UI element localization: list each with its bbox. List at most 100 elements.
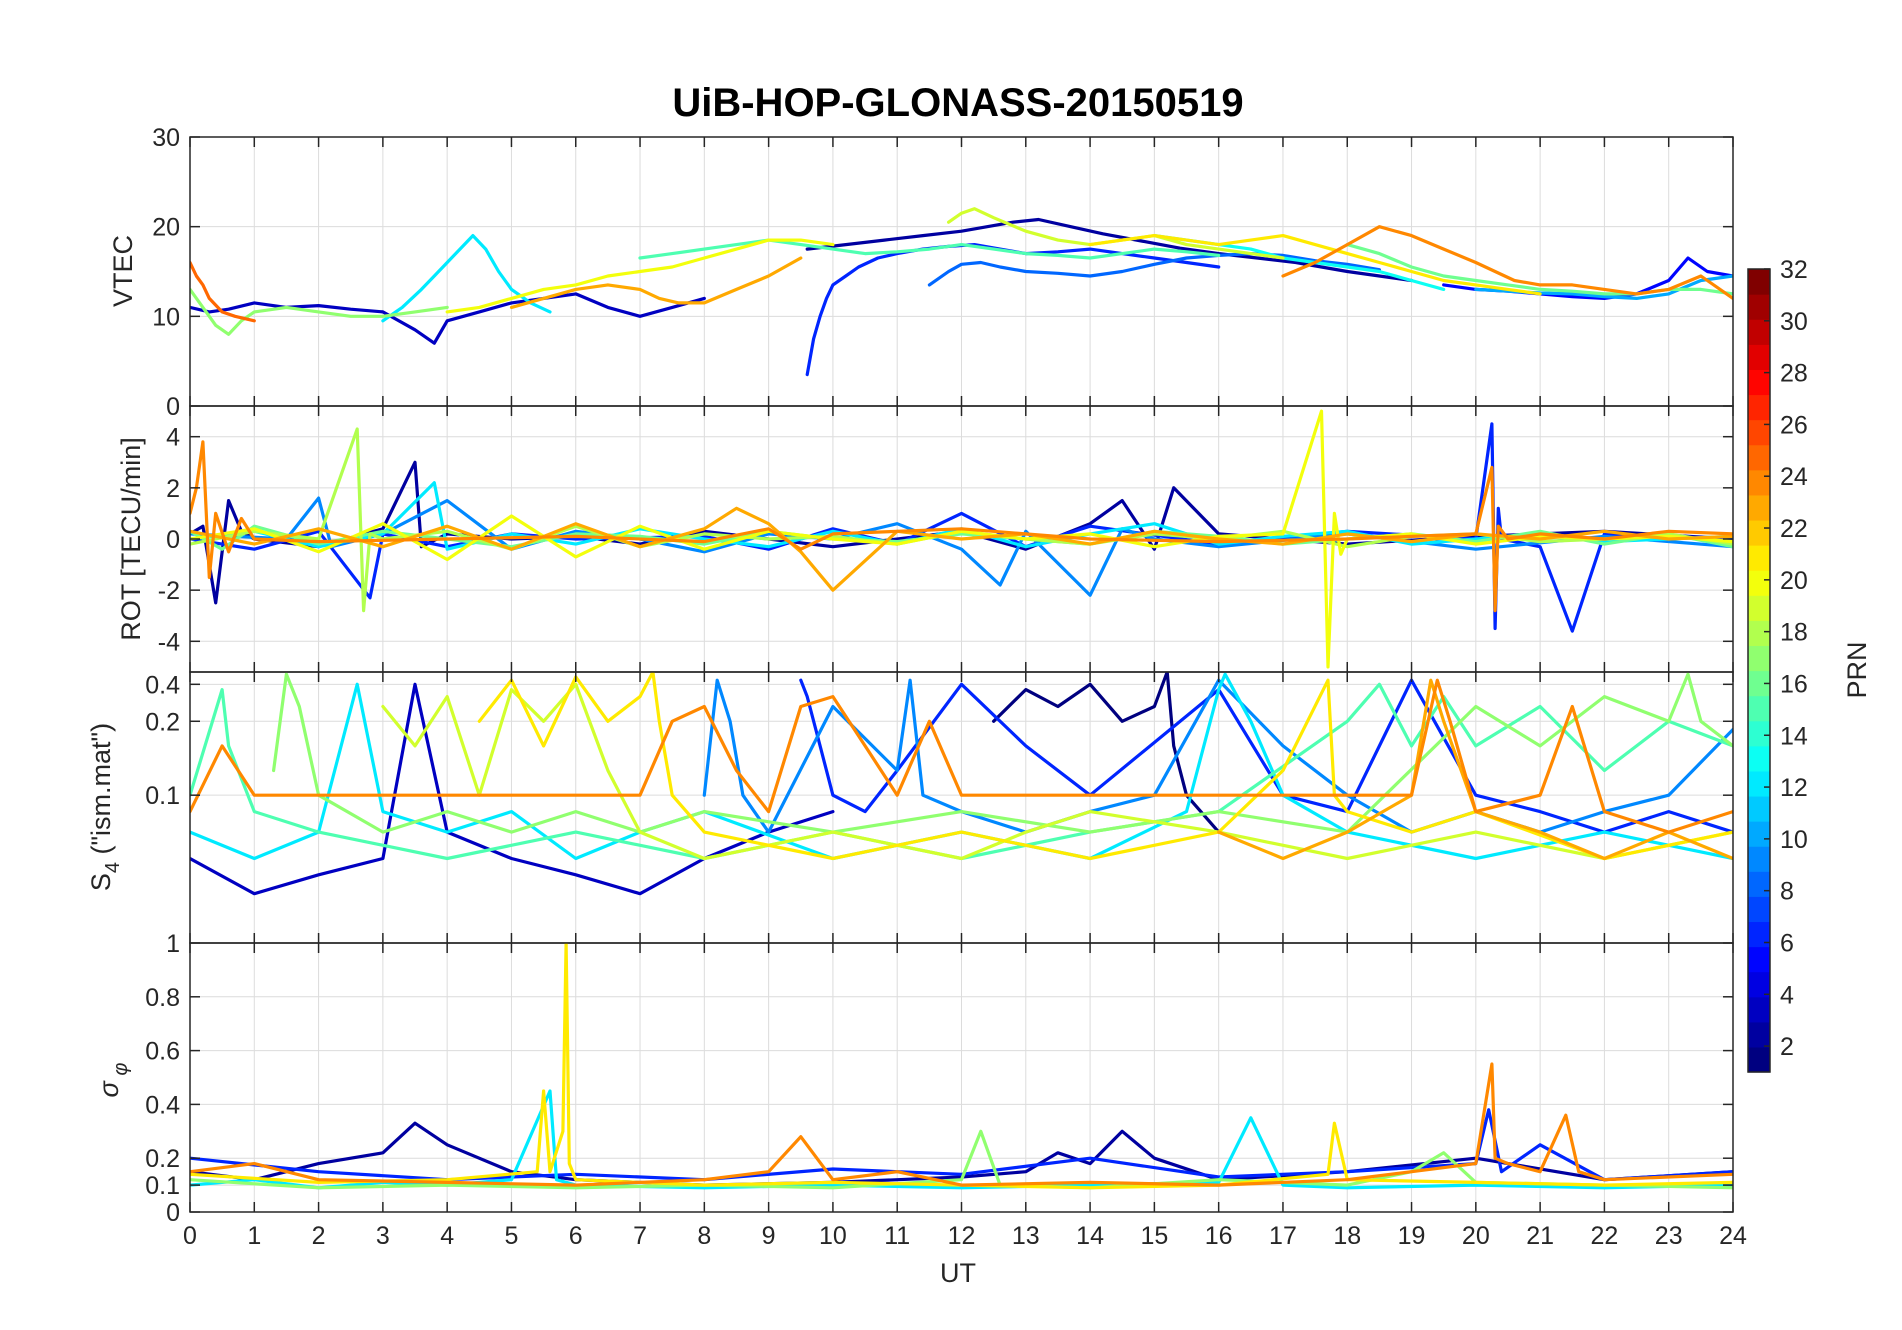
y-tick-label: 0.1 [145, 1172, 180, 1200]
x-tick-label: 10 [819, 1222, 847, 1250]
grid [189, 136, 1734, 407]
figure-title: UiB-HOP-GLONASS-20150519 [672, 81, 1243, 125]
x-tick-label: 3 [376, 1222, 390, 1250]
y-tick-label: -2 [158, 577, 180, 605]
series-group [190, 409, 1733, 669]
panel-vtec: 0 10 20 30 VTEC [108, 124, 1734, 421]
series-group [190, 943, 1733, 1190]
colorbar-tick-label: 16 [1780, 670, 1808, 698]
colorbar-swatch [1748, 896, 1770, 923]
colorbar-swatch [1748, 570, 1770, 596]
series-line-prn-23 [1217, 678, 1733, 861]
y-axis-label: S4 ("ism.mat") [86, 723, 124, 891]
panel-s4: 0.1 0.2 0.4 S4 ("ism.mat") [86, 671, 1734, 944]
series-line-prn-25 [190, 260, 256, 323]
x-axis-label: UT [940, 1258, 976, 1288]
colorbar-frame [1747, 268, 1771, 1073]
x-tick-label: 18 [1333, 1222, 1361, 1250]
y-tick-label: 0 [166, 526, 180, 554]
x-tick-label: 1 [247, 1222, 261, 1250]
colorbar-swatch [1748, 971, 1770, 998]
colorbar-tick-label: 6 [1780, 929, 1794, 957]
colorbar-swatch [1748, 770, 1770, 797]
x-tick-label: 11 [884, 1222, 910, 1250]
y-tick-label: 0.4 [145, 671, 180, 699]
y-tick-label: 0.6 [145, 1038, 180, 1066]
colorbar-tick-label: 2 [1780, 1033, 1794, 1061]
series-line-prn-20 [190, 409, 1733, 669]
series-line-prn-2 [805, 217, 1414, 283]
colorbar-tick-label: 8 [1780, 878, 1794, 906]
series-line-prn-1 [991, 672, 1221, 834]
series-line-prn-3 [190, 682, 835, 896]
series-group [190, 672, 1733, 896]
x-tick-label: 23 [1655, 1222, 1683, 1250]
colorbar-swatch [1748, 595, 1770, 621]
colorbar-swatch [1748, 294, 1770, 320]
series-line-prn-12 [381, 234, 552, 323]
colorbar-swatch [1748, 795, 1770, 822]
x-axis-ticks: 0 1 2 3 4 5 6 7 8 9 10 11 12 13 14 15 16 17 18 19 20 21 22 23 24 [183, 1222, 1747, 1250]
colorbar-swatch [1748, 369, 1770, 396]
colorbar-tick-label: 18 [1780, 619, 1808, 647]
colorbar-tick-label: 26 [1780, 411, 1808, 439]
colorbar-swatch [1748, 545, 1770, 571]
y-tick-label: 4 [166, 424, 180, 452]
x-tick-label: 15 [1140, 1222, 1168, 1250]
y-tick-label: 0 [166, 393, 180, 421]
series-group [190, 207, 1733, 377]
x-tick-label: 17 [1269, 1222, 1297, 1250]
x-tick-label: 6 [569, 1222, 583, 1250]
x-tick-label: 24 [1719, 1222, 1747, 1250]
colorbar-swatch [1748, 645, 1770, 672]
colorbar-swatch [1748, 745, 1770, 772]
colorbar-swatch [1748, 344, 1770, 370]
x-tick-label: 0 [183, 1222, 197, 1250]
y-tick-label: 0 [166, 1199, 180, 1227]
colorbar-tick-label: 24 [1780, 463, 1808, 491]
colorbar-swatch [1748, 946, 1770, 973]
colorbar-swatch [1748, 821, 1770, 847]
series-line-prn-23 [509, 256, 803, 309]
series-line-prn-17 [272, 672, 1733, 834]
series-line-prn-15 [638, 238, 1221, 260]
y-tick-label: 0.2 [145, 708, 180, 736]
colorbar-swatch [1748, 319, 1770, 345]
x-tick-label: 22 [1591, 1222, 1619, 1250]
series-line-prn-21 [477, 672, 1733, 861]
colorbar-tick-label: 12 [1780, 774, 1808, 802]
x-tick-label: 20 [1462, 1222, 1490, 1250]
colorbar-swatch [1748, 1021, 1770, 1048]
colorbar-swatch [1748, 871, 1770, 897]
colorbar-swatch [1748, 394, 1770, 421]
x-tick-label: 16 [1205, 1222, 1233, 1250]
y-axis-label: σ φ [94, 1063, 132, 1098]
x-tick-label: 13 [1012, 1222, 1040, 1250]
x-tick-label: 12 [948, 1222, 976, 1250]
y-tick-label: 2 [166, 475, 180, 503]
colorbar-tick-label: 14 [1780, 722, 1808, 750]
x-tick-label: 21 [1526, 1222, 1554, 1250]
series-line-prn-21 [190, 943, 1733, 1190]
colorbar-swatch [1748, 494, 1770, 521]
colorbar-tick-label: 22 [1780, 515, 1808, 543]
x-tick-label: 8 [697, 1222, 711, 1250]
series-line-prn-3 [190, 292, 706, 345]
panel-rot: -4 -2 0 2 4 ROT [TECU/min] [116, 405, 1734, 673]
series-line-prn-8 [927, 252, 1382, 287]
series-line-prn-24 [190, 1062, 1733, 1187]
series-line-prn-17 [190, 287, 449, 336]
series-line-prn-20 [445, 238, 835, 314]
series-line-prn-24 [190, 440, 1733, 613]
y-axis-label: VTEC [108, 235, 138, 307]
series-line-prn-21 [1088, 234, 1542, 296]
colorbar-tick-label: 30 [1780, 308, 1808, 336]
colorbar-swatch [1748, 469, 1770, 496]
colorbar-swatch [1748, 519, 1770, 546]
x-tick-label: 9 [762, 1222, 776, 1250]
series-line-prn-24 [190, 678, 1733, 834]
y-tick-label: 0.2 [145, 1145, 180, 1173]
